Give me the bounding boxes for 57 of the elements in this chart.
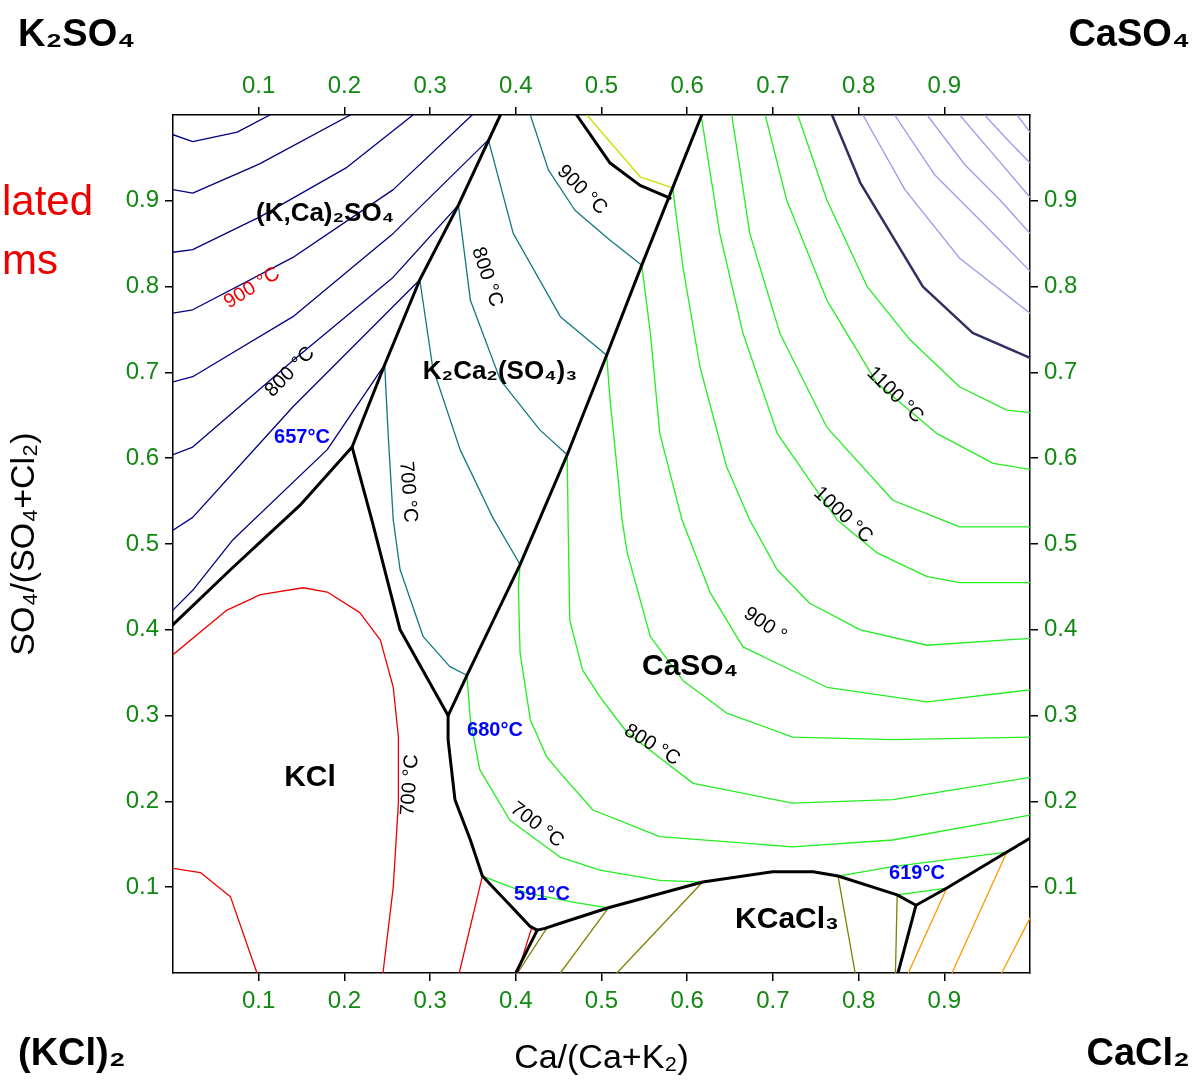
text: lated bbox=[2, 176, 94, 224]
text: K₂SO₄ bbox=[18, 12, 136, 55]
y2-tick-label: 0.8 bbox=[1044, 271, 1078, 299]
y-tick-label: 0.6 bbox=[125, 442, 159, 470]
x2-tick-label: 0.3 bbox=[413, 71, 447, 99]
y2-tick-label: 0.9 bbox=[1044, 185, 1078, 213]
x-tick-label: 0.4 bbox=[499, 986, 533, 1014]
annotation: 800 °C bbox=[620, 718, 685, 770]
y-axis-title: SO₄/(SO₄+Cl₂) bbox=[2, 432, 41, 656]
y-tick-label: 0.2 bbox=[125, 786, 159, 814]
x-tick-label: 0.3 bbox=[413, 986, 447, 1014]
x2-tick-label: 0.4 bbox=[499, 71, 533, 99]
annotation: 619°C bbox=[889, 860, 945, 883]
x-tick-label: 0.8 bbox=[841, 986, 876, 1014]
annotation: KCl bbox=[284, 759, 336, 793]
annotation: 800 °C bbox=[468, 243, 509, 310]
x-axis-title: Ca/(Ca+K₂) bbox=[514, 1036, 689, 1075]
annotation: 900 ° bbox=[740, 601, 792, 647]
annotation: KCaCl₃ bbox=[735, 901, 839, 935]
annotation: 800 °C bbox=[259, 341, 319, 401]
text: CaSO₄ bbox=[1068, 12, 1190, 55]
x-tick-label: 0.5 bbox=[584, 986, 619, 1014]
y-tick-label: 0.3 bbox=[125, 700, 159, 728]
y-tick-label: 0.9 bbox=[125, 185, 159, 213]
y2-tick-label: 0.7 bbox=[1044, 357, 1078, 385]
y2-tick-label: 0.5 bbox=[1044, 528, 1078, 556]
y2-tick-label: 0.6 bbox=[1044, 442, 1078, 470]
y-tick-label: 0.8 bbox=[125, 271, 159, 299]
x-tick-label: 0.1 bbox=[242, 986, 276, 1014]
y-tick-label: 0.4 bbox=[125, 614, 159, 642]
y-tick-label: 0.7 bbox=[125, 357, 159, 385]
y-tick-label: 0.1 bbox=[125, 871, 159, 899]
annotation: 700 °C bbox=[506, 796, 569, 852]
annotation: 700 °C bbox=[396, 460, 423, 524]
annotation: 700 °C bbox=[395, 753, 422, 817]
annotation: 900 °C bbox=[219, 261, 284, 313]
y-tick-label: 0.5 bbox=[125, 528, 159, 556]
x2-tick-label: 0.5 bbox=[584, 71, 619, 99]
annotation: 900 °C bbox=[553, 159, 613, 219]
x2-tick-label: 0.9 bbox=[927, 71, 961, 99]
text: ms bbox=[2, 235, 58, 283]
y2-tick-label: 0.3 bbox=[1044, 700, 1078, 728]
x2-tick-label: 0.2 bbox=[327, 71, 362, 99]
text: CaCl₂ bbox=[1086, 1031, 1190, 1074]
annotation: 657°C bbox=[274, 424, 330, 447]
x-tick-label: 0.6 bbox=[670, 986, 704, 1014]
y2-tick-label: 0.1 bbox=[1044, 871, 1078, 899]
x-tick-label: 0.2 bbox=[327, 986, 362, 1014]
y2-tick-label: 0.2 bbox=[1044, 786, 1078, 814]
y2-tick-label: 0.4 bbox=[1044, 614, 1078, 642]
x2-tick-label: 0.8 bbox=[841, 71, 876, 99]
x2-tick-label: 0.1 bbox=[242, 71, 276, 99]
text: (KCl)₂ bbox=[18, 1031, 126, 1074]
x2-tick-label: 0.6 bbox=[670, 71, 704, 99]
x-tick-label: 0.9 bbox=[927, 986, 961, 1014]
x-tick-label: 0.7 bbox=[756, 986, 790, 1014]
x2-tick-label: 0.7 bbox=[756, 71, 790, 99]
